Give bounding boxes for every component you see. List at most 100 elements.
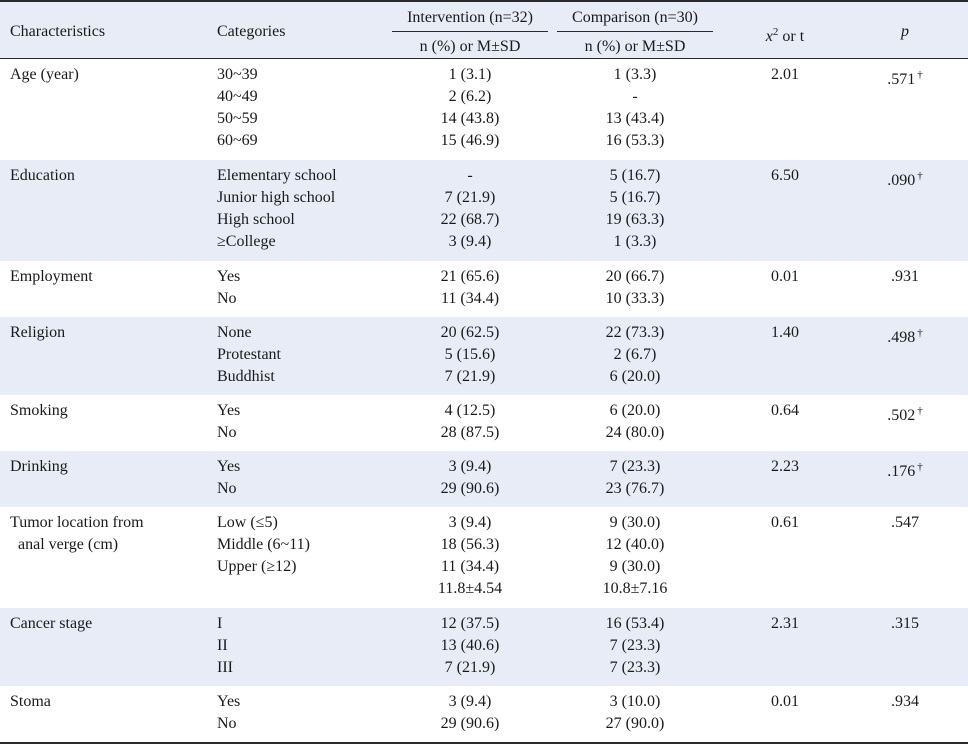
category-label: Middle (6~11) [217, 536, 310, 553]
table-row-group: Religion None 20 (62.5) 22 (73.3) Protestant… [0, 317, 968, 395]
p-value: .931 [891, 268, 919, 285]
category-label: 30~39 [217, 66, 258, 83]
statistic-value: 1.40 [771, 324, 799, 341]
comparison-value: 19 (63.3) [605, 211, 665, 228]
comparison-value: 20 (66.7) [605, 268, 665, 285]
category-label: Buddhist [217, 368, 275, 385]
category-label: III [217, 659, 233, 676]
category-label: Yes [217, 268, 241, 285]
table-header: Characteristics Categories Intervention … [0, 0, 968, 59]
fisher-dagger-mark: † [917, 69, 923, 81]
header-sub-comparison: n (%) or M±SD [584, 38, 686, 55]
p-value-cell: .571 † [860, 64, 950, 91]
characteristic-label: Employment [10, 268, 93, 285]
intervention-value: 29 (90.6) [440, 480, 500, 497]
characteristic-label: Age (year) [10, 66, 79, 83]
table-row-group: Smoking Yes 4 (12.5) 6 (20.0) No 28 (87.5) 24 … [0, 395, 968, 451]
p-value: .571 [887, 71, 916, 88]
characteristic-label: Smoking [10, 402, 68, 419]
comparison-value: 6 (20.0) [609, 368, 661, 385]
p-value-cell: .315 [860, 613, 950, 635]
header-categories: Categories [217, 23, 286, 40]
header-x2-symbol: x [765, 28, 773, 45]
intervention-value: 2 (6.2) [448, 88, 492, 105]
intervention-value: 12 (37.5) [440, 615, 500, 632]
comparison-value: 7 (23.3) [609, 659, 661, 676]
fisher-dagger-mark: † [917, 327, 923, 339]
intervention-value: 7 (21.9) [444, 659, 496, 676]
statistic-value: 6.50 [771, 167, 799, 184]
category-label: II [217, 637, 228, 654]
category-label: No [217, 424, 237, 441]
comparison-value: 10 (33.3) [605, 290, 665, 307]
comparison-value: 7 (23.3) [609, 458, 661, 475]
comparison-value: 13 (43.4) [605, 110, 665, 127]
statistic-value: 2.01 [771, 66, 799, 83]
intervention-value: 11 (34.4) [440, 290, 500, 307]
p-value: .176 [887, 463, 916, 480]
comparison-value: 22 (73.3) [605, 324, 665, 341]
fisher-dagger-mark: † [917, 170, 923, 182]
header-comparison: Comparison (n=30) [572, 9, 698, 26]
header-underline-intervention [392, 31, 548, 32]
comparison-value: 23 (76.7) [605, 480, 665, 497]
comparison-value: 9 (30.0) [609, 558, 661, 575]
table-row-group: Stoma Yes 3 (9.4) 3 (10.0) No 29 (90.6) 27 (90… [0, 686, 968, 742]
p-value: .502 [887, 407, 916, 424]
intervention-value: 29 (90.6) [440, 715, 500, 732]
category-label: Yes [217, 402, 241, 419]
p-value: .498 [887, 329, 916, 346]
intervention-value: - [467, 167, 473, 184]
comparison-value: 1 (3.3) [613, 66, 657, 83]
table-bottom-rule [0, 742, 968, 744]
category-label: Upper (≥12) [217, 558, 297, 575]
category-label: High school [217, 211, 295, 228]
intervention-value: 18 (56.3) [440, 536, 500, 553]
table-row-group: Age (year) 30~39 1 (3.1) 1 (3.3) 40~49 2 (6.2… [0, 59, 968, 160]
category-label: Low (≤5) [217, 514, 278, 531]
statistic-value: 0.61 [771, 514, 799, 531]
statistic-value: 2.31 [771, 615, 799, 632]
header-intervention: Intervention (n=32) [407, 9, 533, 26]
category-label: 40~49 [217, 88, 258, 105]
category-label: No [217, 290, 237, 307]
comparison-value: 5 (16.7) [609, 189, 661, 206]
p-value: .090 [887, 172, 916, 189]
p-value-cell: .934 [860, 691, 950, 713]
p-value: .315 [891, 615, 919, 632]
intervention-value: 21 (65.6) [440, 268, 500, 285]
comparison-value: 24 (80.0) [605, 424, 665, 441]
category-label: Junior high school [217, 189, 336, 206]
header-x2-sup: 2 [772, 26, 779, 38]
statistic-value: 0.01 [771, 693, 799, 710]
intervention-value: 3 (9.4) [448, 233, 492, 250]
intervention-value: 11.8±4.54 [437, 580, 503, 597]
header-p: p [901, 23, 909, 40]
category-label: Elementary school [217, 167, 337, 184]
comparison-value: - [632, 88, 638, 105]
characteristic-label: Cancer stage [10, 615, 93, 632]
category-label: Yes [217, 693, 241, 710]
comparison-value: 7 (23.3) [609, 637, 661, 654]
comparison-value: 9 (30.0) [609, 514, 661, 531]
header-characteristics: Characteristics [10, 23, 106, 40]
characteristic-label: Tumor location from anal verge (cm) [10, 514, 144, 553]
fisher-dagger-mark: † [917, 461, 923, 473]
comparison-value: 27 (90.0) [605, 715, 665, 732]
intervention-value: 5 (15.6) [444, 346, 496, 363]
category-label: 60~69 [217, 132, 258, 149]
category-label: Yes [217, 458, 241, 475]
category-label: None [217, 324, 252, 341]
p-value-cell: .498 † [860, 322, 950, 349]
characteristic-label: Drinking [10, 458, 68, 475]
statistic-value: 0.64 [771, 402, 799, 419]
intervention-value: 14 (43.8) [440, 110, 500, 127]
table-row-group: Tumor location from anal verge (cm) Low (… [0, 507, 968, 608]
fisher-dagger-mark: † [917, 405, 923, 417]
comparison-value: 3 (10.0) [609, 693, 661, 710]
category-label: No [217, 480, 237, 497]
intervention-value: 28 (87.5) [440, 424, 500, 441]
category-label: Protestant [217, 346, 281, 363]
header-x2-or-t: x2 or t [745, 22, 825, 47]
